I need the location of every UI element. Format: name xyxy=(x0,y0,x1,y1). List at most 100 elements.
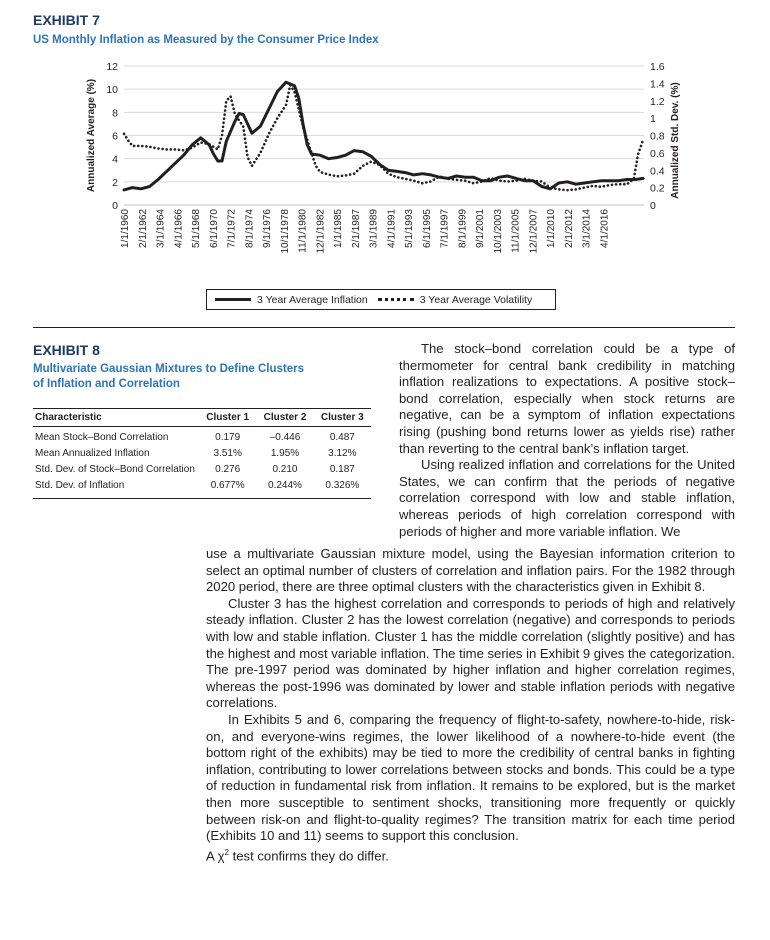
y-left-tick-label: 8 xyxy=(112,107,118,119)
col-header-cluster-2: Cluster 2 xyxy=(256,408,314,427)
cell-cluster-2: 1.95% xyxy=(270,448,300,459)
legend-item-volatility: 3 Year Average Volatility xyxy=(377,293,533,306)
exhibit-7-chart: 0 2 4 6 8 10 12 0 0.2 0.4 0.6 0.8 1 1.2 1.4 1.6 1/1/1960… xyxy=(0,55,770,320)
exhibit-8-title-line2: of Inflation and Correlation xyxy=(33,378,180,390)
x-tick-label: 3/1/1989 xyxy=(369,209,380,248)
table-row: Std. Dev. of Inflation 0.677% 0.244% 0.3… xyxy=(33,478,371,499)
y-left-tick-label: 2 xyxy=(112,177,118,189)
y-left-axis-title: Annualized Average (%) xyxy=(86,79,97,192)
x-tick-label: 8/1/1974 xyxy=(244,209,255,248)
x-tick-label: 9/1/1976 xyxy=(262,209,273,248)
table-header-row: Characteristic Cluster 1 Cluster 2 Clust… xyxy=(33,408,371,427)
y-right-axis-title: Annualized Std. Dev. (%) xyxy=(670,82,681,199)
y-right-tick-label: 1.4 xyxy=(650,78,665,90)
x-tick-label: 1/1/1960 xyxy=(120,209,131,248)
exhibit-7-label: EXHIBIT 7 xyxy=(33,12,100,28)
x-tick-label: 6/1/1970 xyxy=(209,209,220,248)
section-divider xyxy=(33,327,735,328)
y-left-tick-label: 10 xyxy=(106,84,118,96)
y-left-tick-label: 6 xyxy=(112,131,118,143)
cell-cluster-2: 0.210 xyxy=(272,464,298,475)
x-tick-label: 11/1/1980 xyxy=(298,209,309,253)
x-tick-label: 3/1/2014 xyxy=(582,209,593,248)
y-right-tick-label: 0.2 xyxy=(650,183,665,195)
y-right-tick-label: 1.2 xyxy=(650,96,665,108)
legend-swatch-solid xyxy=(215,298,251,301)
row-label: Std. Dev. of Inflation xyxy=(33,478,199,499)
cell-cluster-3: 0.326% xyxy=(313,478,371,499)
cell-cluster-1: 0.179 xyxy=(215,432,241,443)
y-left-tick-label: 12 xyxy=(106,61,118,73)
paragraph-2-start: Using realized inflation and correlation… xyxy=(399,457,735,539)
y-right-tick-label: 0 xyxy=(650,200,656,212)
exhibit-8-table: Characteristic Cluster 1 Cluster 2 Clust… xyxy=(33,408,371,499)
chi-superscript: 2 xyxy=(224,847,229,857)
row-label: Mean Annualized Inflation xyxy=(35,448,150,459)
x-tick-label: 10/1/1978 xyxy=(280,209,291,254)
main-text: use a multivariate Gaussian mixture mode… xyxy=(206,546,735,865)
x-tick-label: 8/1/1999 xyxy=(457,209,468,248)
table-row: Std. Dev. of Stock–Bond Correlation 0.27… xyxy=(33,462,371,478)
y-right-tick-label: 0.6 xyxy=(650,148,665,160)
cell-cluster-3: 0.487 xyxy=(329,432,355,443)
chi-symbol: χ xyxy=(217,848,225,864)
right-column-text: The stock–bond correlation could be a ty… xyxy=(399,341,735,544)
cell-cluster-2: 0.244% xyxy=(256,478,314,499)
x-tick-label: 9/1/2001 xyxy=(475,209,486,248)
col-header-characteristic: Characteristic xyxy=(33,408,199,427)
text-suffix: test confirms they do differ. xyxy=(228,848,389,864)
x-tick-label: 7/1/1972 xyxy=(227,209,238,248)
legend-label-volatility: 3 Year Average Volatility xyxy=(419,293,533,306)
y-right-tick-label: 1 xyxy=(650,113,656,125)
x-tick-label: 1/1/1985 xyxy=(333,209,344,248)
x-tick-label: 4/1/1991 xyxy=(386,209,397,248)
y-right-tick-label: 0.4 xyxy=(650,165,665,177)
paragraph-4: In Exhibits 5 and 6, comparing the frequ… xyxy=(206,711,735,844)
x-tick-label: 7/1/1997 xyxy=(440,209,451,248)
y-left-tick-label: 4 xyxy=(112,154,118,166)
x-tick-label: 3/1/1964 xyxy=(156,209,167,248)
col-header-cluster-3: Cluster 3 xyxy=(313,408,371,427)
series-line-volatility xyxy=(122,83,645,192)
exhibit-8-title-line1: Multivariate Gaussian Mixtures to Define… xyxy=(33,363,304,375)
y-left-tick-label: 0 xyxy=(112,200,118,212)
x-tick-label: 6/1/1995 xyxy=(422,209,433,248)
row-label: Mean Stock–Bond Correlation xyxy=(35,432,169,443)
table-row: Mean Stock–Bond Correlation 0.179 –0.446… xyxy=(33,427,371,447)
col-header-cluster-1: Cluster 1 xyxy=(199,408,257,427)
x-tick-label: 1/1/2010 xyxy=(546,209,557,248)
legend-label-inflation: 3 Year Average Inflation xyxy=(257,293,368,306)
x-tick-label: 5/1/1993 xyxy=(404,209,415,248)
paragraph-2-continued: use a multivariate Gaussian mixture mode… xyxy=(206,546,735,595)
y-right-tick-label: 1.6 xyxy=(650,61,665,73)
exhibit-8-label: EXHIBIT 8 xyxy=(33,342,100,358)
x-tick-label: 10/1/2003 xyxy=(493,209,504,254)
x-tick-label: 2/1/2012 xyxy=(564,209,575,248)
y-right-tick-label: 0.8 xyxy=(650,131,665,143)
exhibit-8-title: Multivariate Gaussian Mixtures to Define… xyxy=(33,362,304,392)
x-tick-label: 11/1/2005 xyxy=(511,209,522,253)
cell-cluster-2: –0.446 xyxy=(269,432,301,443)
chart-legend: 3 Year Average Inflation 3 Year Average … xyxy=(206,289,556,310)
x-tick-label: 5/1/1968 xyxy=(191,209,202,248)
cell-cluster-1: 0.276 xyxy=(215,464,241,475)
legend-item-inflation: 3 Year Average Inflation xyxy=(215,294,368,306)
chart-svg: 0 2 4 6 8 10 12 0 0.2 0.4 0.6 0.8 1 1.2 1.4 1.6 1/1/1960… xyxy=(86,61,681,254)
series-line-inflation xyxy=(122,80,645,192)
paragraph-1: The stock–bond correlation could be a ty… xyxy=(399,341,735,456)
cell-cluster-1: 3.51% xyxy=(213,448,242,459)
paragraph-4-last: A χ2 test confirms they do differ. xyxy=(206,845,735,865)
cell-cluster-3: 3.12% xyxy=(328,448,357,459)
legend-swatch-dotted xyxy=(377,298,414,301)
paragraph-3: Cluster 3 has the highest correlation an… xyxy=(206,595,735,711)
exhibit-7-title: US Monthly Inflation as Measured by the … xyxy=(33,34,379,46)
cell-cluster-1: 0.677% xyxy=(199,478,257,499)
row-label: Std. Dev. of Stock–Bond Correlation xyxy=(35,464,195,475)
cell-cluster-3: 0.187 xyxy=(329,464,355,475)
x-tick-label: 4/1/1966 xyxy=(173,209,184,248)
x-tick-label: 2/1/1987 xyxy=(351,209,362,248)
x-tick-label: 12/1/2007 xyxy=(528,209,539,254)
exhibit-8-table-wrap: Characteristic Cluster 1 Cluster 2 Clust… xyxy=(33,408,371,499)
x-tick-label: 4/1/2016 xyxy=(600,209,611,248)
x-tick-label: 12/1/1982 xyxy=(315,209,326,254)
